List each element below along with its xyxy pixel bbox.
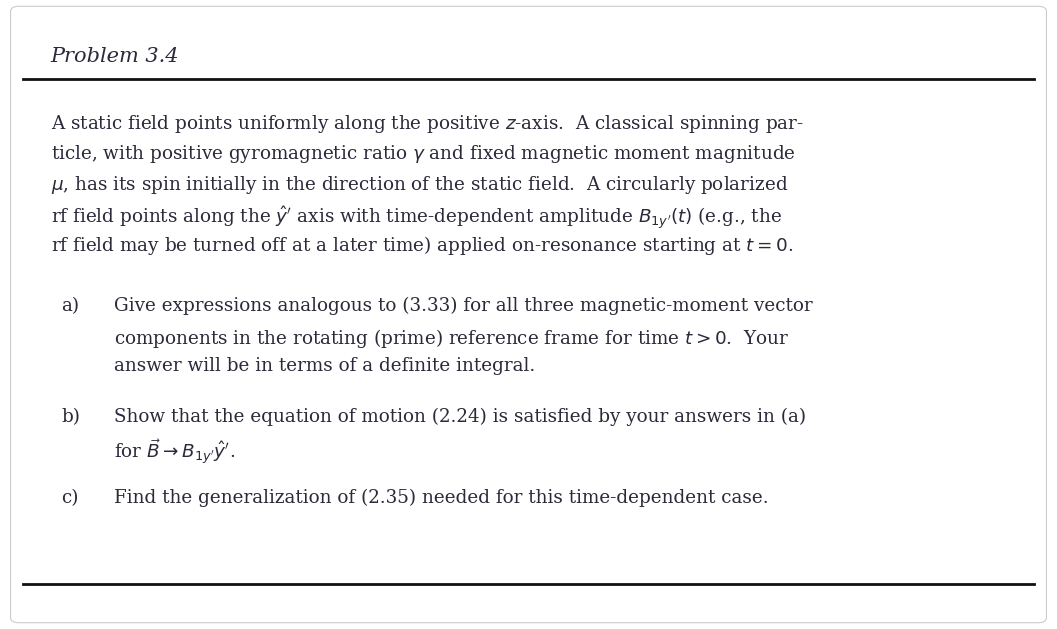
Text: Find the generalization of (2.35) needed for this time-dependent case.: Find the generalization of (2.35) needed… — [114, 489, 768, 507]
Text: c): c) — [61, 489, 79, 507]
Text: answer will be in terms of a definite integral.: answer will be in terms of a definite in… — [114, 357, 536, 376]
Text: $\mu$, has its spin initially in the direction of the static field.  A circularl: $\mu$, has its spin initially in the dir… — [51, 174, 789, 196]
Text: Problem 3.4: Problem 3.4 — [51, 47, 180, 66]
Text: Give expressions analogous to (3.33) for all three magnetic-moment vector: Give expressions analogous to (3.33) for… — [114, 297, 813, 315]
Text: Show that the equation of motion (2.24) is satisfied by your answers in (a): Show that the equation of motion (2.24) … — [114, 408, 806, 426]
Text: b): b) — [61, 408, 80, 426]
Text: A static field points uniformly along the positive $z$-axis.  A classical spinni: A static field points uniformly along th… — [51, 113, 803, 135]
Text: rf field points along the $\hat{y}'$ axis with time-dependent amplitude $B_{1y'}: rf field points along the $\hat{y}'$ axi… — [51, 204, 782, 231]
FancyBboxPatch shape — [11, 6, 1046, 623]
Text: components in the rotating (prime) reference frame for time $t > 0$.  Your: components in the rotating (prime) refer… — [114, 327, 790, 350]
Text: rf field may be turned off at a later time) applied on-resonance starting at $t : rf field may be turned off at a later ti… — [51, 234, 793, 257]
Text: a): a) — [61, 297, 79, 315]
Text: ticle, with positive gyromagnetic ratio $\gamma$ and fixed magnetic moment magni: ticle, with positive gyromagnetic ratio … — [51, 143, 796, 165]
Text: for $\vec{B} \rightarrow B_{1y'}\hat{y}'$.: for $\vec{B} \rightarrow B_{1y'}\hat{y}'… — [114, 438, 236, 467]
